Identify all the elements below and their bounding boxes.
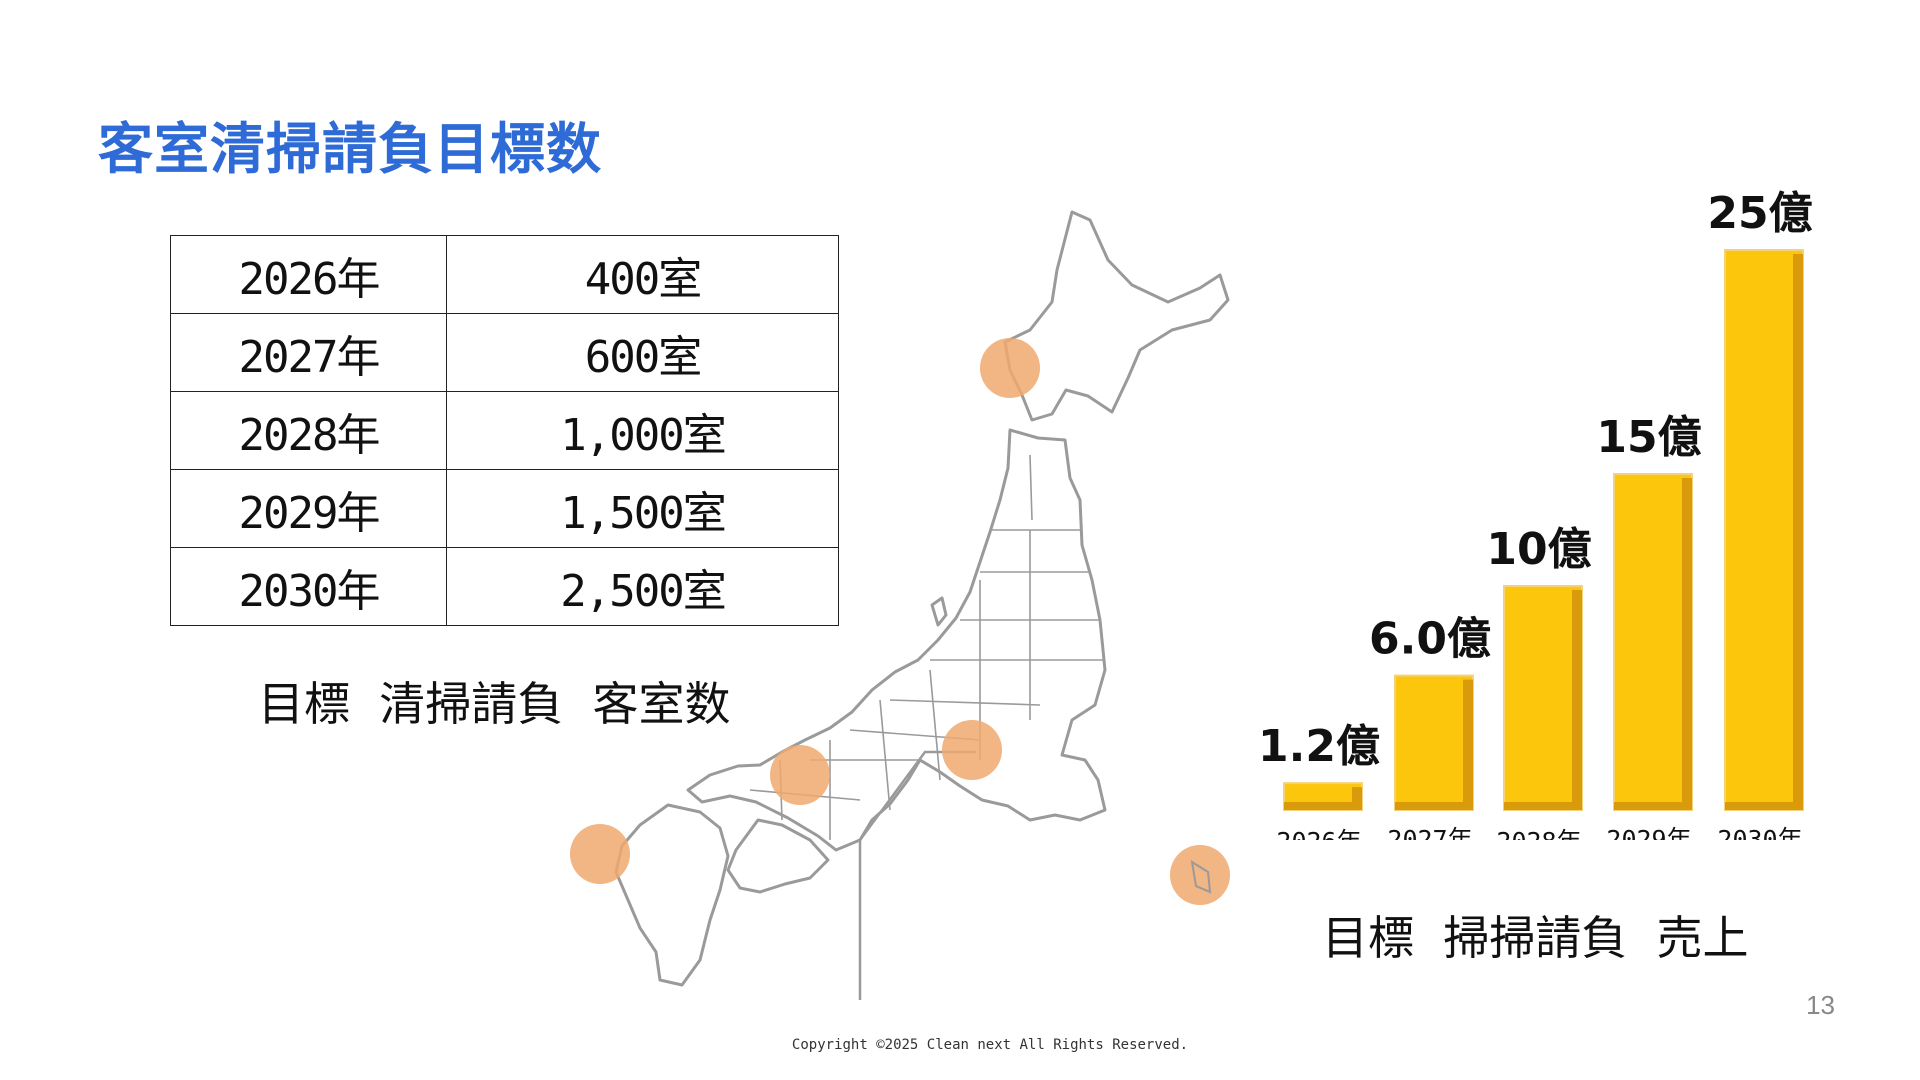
highlight-sapporo <box>980 338 1040 398</box>
bar-shade <box>1463 679 1473 810</box>
bar-2027年 <box>1394 674 1474 811</box>
table-cell-year: 2028年 <box>170 391 447 470</box>
category-label: 2030年 <box>1717 825 1802 840</box>
table-cell-year: 2029年 <box>170 469 447 548</box>
bar-base <box>1395 802 1473 810</box>
data-label: 1.2億 <box>1258 721 1380 772</box>
room-target-table: 2026年 400室 2027年 600室 2028年 1,000室 2029年… <box>170 235 839 626</box>
okinawa-inset-border <box>858 750 976 1000</box>
category-label: 2026年 <box>1276 827 1361 840</box>
data-label: 10億 <box>1486 524 1591 575</box>
highlight-osaka <box>770 745 830 805</box>
bar-shade <box>1352 787 1362 810</box>
bar-shade <box>1682 478 1692 810</box>
page-title: 客室清掃請負目標数 <box>98 117 603 181</box>
table-row: 2030年 2,500室 <box>170 547 839 626</box>
category-label: 2029年 <box>1606 825 1691 840</box>
category-label: 2027年 <box>1387 825 1472 840</box>
copyright-notice: Copyright ©2025 Clean next All Rights Re… <box>791 1037 1189 1053</box>
table-cell-rooms: 2,500室 <box>446 547 839 626</box>
bar-base <box>1725 802 1803 810</box>
bar-2028年 <box>1503 585 1583 811</box>
bar-2029年 <box>1613 473 1693 811</box>
table-cell-rooms: 1,000室 <box>446 391 839 470</box>
table-cell-rooms: 400室 <box>446 235 839 314</box>
bar-shade <box>1793 254 1803 810</box>
chart-title: 目標 掃掃請負 売上 <box>1322 911 1749 965</box>
table-cell-year: 2026年 <box>170 235 447 314</box>
data-label: 6.0億 <box>1369 614 1491 665</box>
table-row: 2028年 1,000室 <box>170 391 839 470</box>
data-label: 25億 <box>1707 188 1812 239</box>
data-label: 15億 <box>1596 412 1701 463</box>
category-label: 2028年 <box>1496 827 1581 840</box>
map-honshu-north <box>686 428 1107 852</box>
map-okinawa <box>1190 859 1212 894</box>
table-caption: 目標 清掃請負 客室数 <box>258 677 731 731</box>
highlight-tokyo <box>942 720 1002 780</box>
map-shikoku <box>726 818 830 894</box>
japan-map <box>570 210 1230 1000</box>
bar-base <box>1284 802 1362 810</box>
map-kyushu <box>614 803 730 987</box>
highlight-fukuoka <box>570 824 630 884</box>
revenue-bar-chart: 1.2億 6.0億 10億 15億 25億 2026年 2027年 2028年 2029年 20… <box>1258 188 1813 840</box>
bar-base <box>1614 802 1692 810</box>
bar-2030年 <box>1724 249 1804 811</box>
page-number: 13 <box>1806 990 1835 1020</box>
highlight-okinawa <box>1170 845 1230 905</box>
bar-base <box>1504 802 1582 810</box>
table-cell-rooms: 1,500室 <box>446 469 839 548</box>
bar-shade <box>1572 590 1582 810</box>
map-hokkaido <box>1003 210 1230 422</box>
map-sado <box>930 596 948 627</box>
table-row: 2026年 400室 <box>170 235 839 314</box>
table-cell-year: 2030年 <box>170 547 447 626</box>
table-cell-year: 2027年 <box>170 313 447 392</box>
map-highlights <box>570 338 1230 905</box>
